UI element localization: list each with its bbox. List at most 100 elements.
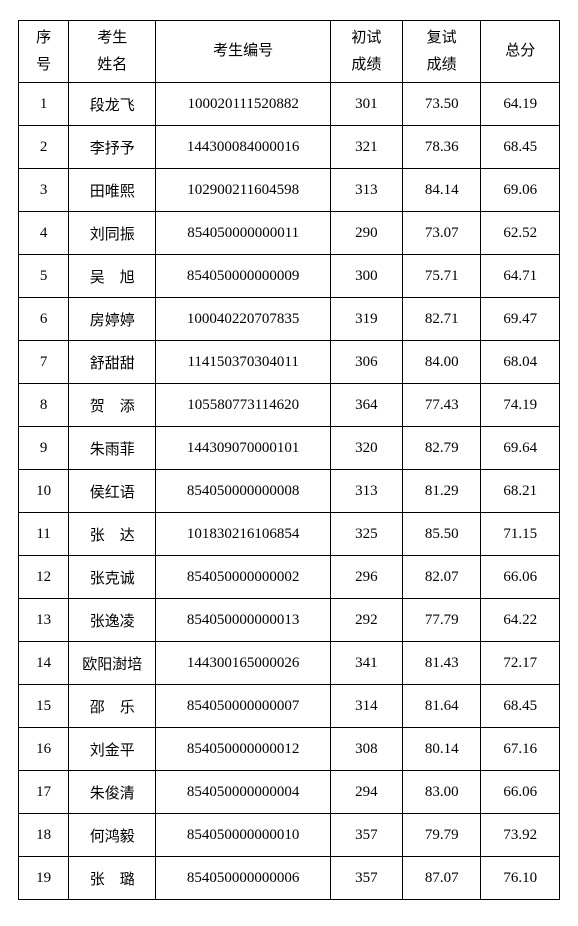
cell-name: 吴 旭 xyxy=(69,255,156,298)
cell-name: 何鸿毅 xyxy=(69,814,156,857)
cell-prelim: 308 xyxy=(330,728,402,771)
cell-id: 854050000000012 xyxy=(156,728,331,771)
cell-retest: 82.79 xyxy=(402,427,481,470)
cell-id: 114150370304011 xyxy=(156,341,331,384)
cell-id: 144300165000026 xyxy=(156,642,331,685)
cell-name: 张 达 xyxy=(69,513,156,556)
col-header-prelim-l1: 初试 xyxy=(351,30,381,46)
table-row: 10侯红语85405000000000831381.2968.21 xyxy=(19,470,560,513)
cell-retest: 81.43 xyxy=(402,642,481,685)
cell-total: 66.06 xyxy=(481,771,560,814)
cell-total: 64.19 xyxy=(481,83,560,126)
cell-retest: 73.07 xyxy=(402,212,481,255)
cell-name: 李抒予 xyxy=(69,126,156,169)
cell-retest: 84.00 xyxy=(402,341,481,384)
cell-total: 74.19 xyxy=(481,384,560,427)
candidates-table: 序号 考生姓名 考生编号 初试成绩 复试成绩 总分 1段龙飞1000201115… xyxy=(18,20,560,900)
col-header-total: 总分 xyxy=(481,21,560,83)
cell-prelim: 321 xyxy=(330,126,402,169)
cell-id: 100020111520882 xyxy=(156,83,331,126)
col-header-seq-l1: 序 xyxy=(36,30,51,46)
cell-name: 田唯熙 xyxy=(69,169,156,212)
cell-retest: 75.71 xyxy=(402,255,481,298)
cell-seq: 11 xyxy=(19,513,69,556)
table-head: 序号 考生姓名 考生编号 初试成绩 复试成绩 总分 xyxy=(19,21,560,83)
cell-seq: 9 xyxy=(19,427,69,470)
cell-retest: 77.79 xyxy=(402,599,481,642)
cell-seq: 18 xyxy=(19,814,69,857)
table-row: 17朱俊清85405000000000429483.0066.06 xyxy=(19,771,560,814)
table-row: 5吴 旭85405000000000930075.7164.71 xyxy=(19,255,560,298)
cell-prelim: 313 xyxy=(330,169,402,212)
cell-name: 侯红语 xyxy=(69,470,156,513)
cell-retest: 80.14 xyxy=(402,728,481,771)
cell-seq: 7 xyxy=(19,341,69,384)
cell-name: 张 璐 xyxy=(69,857,156,900)
cell-total: 62.52 xyxy=(481,212,560,255)
cell-total: 68.45 xyxy=(481,126,560,169)
table-row: 11张 达10183021610685432585.5071.15 xyxy=(19,513,560,556)
col-header-id: 考生编号 xyxy=(156,21,331,83)
table-row: 9朱雨菲14430907000010132082.7969.64 xyxy=(19,427,560,470)
cell-name: 段龙飞 xyxy=(69,83,156,126)
table-row: 8贺 添10558077311462036477.4374.19 xyxy=(19,384,560,427)
cell-seq: 1 xyxy=(19,83,69,126)
cell-retest: 81.64 xyxy=(402,685,481,728)
cell-id: 854050000000004 xyxy=(156,771,331,814)
cell-prelim: 314 xyxy=(330,685,402,728)
cell-total: 67.16 xyxy=(481,728,560,771)
cell-retest: 78.36 xyxy=(402,126,481,169)
cell-id: 854050000000002 xyxy=(156,556,331,599)
col-header-name: 考生姓名 xyxy=(69,21,156,83)
cell-prelim: 320 xyxy=(330,427,402,470)
table-row: 15邵 乐85405000000000731481.6468.45 xyxy=(19,685,560,728)
cell-seq: 14 xyxy=(19,642,69,685)
cell-name: 刘同振 xyxy=(69,212,156,255)
cell-prelim: 290 xyxy=(330,212,402,255)
cell-id: 854050000000008 xyxy=(156,470,331,513)
cell-prelim: 319 xyxy=(330,298,402,341)
table-header-row: 序号 考生姓名 考生编号 初试成绩 复试成绩 总分 xyxy=(19,21,560,83)
table-row: 18何鸿毅85405000000001035779.7973.92 xyxy=(19,814,560,857)
col-header-retest-l2: 成绩 xyxy=(427,57,457,73)
cell-prelim: 341 xyxy=(330,642,402,685)
cell-prelim: 294 xyxy=(330,771,402,814)
table-row: 4刘同振85405000000001129073.0762.52 xyxy=(19,212,560,255)
col-header-prelim-l2: 成绩 xyxy=(351,57,381,73)
cell-prelim: 301 xyxy=(330,83,402,126)
table-row: 13张逸凌85405000000001329277.7964.22 xyxy=(19,599,560,642)
cell-prelim: 292 xyxy=(330,599,402,642)
cell-prelim: 306 xyxy=(330,341,402,384)
cell-prelim: 296 xyxy=(330,556,402,599)
cell-name: 张逸凌 xyxy=(69,599,156,642)
table-row: 12张克诚85405000000000229682.0766.06 xyxy=(19,556,560,599)
cell-id: 105580773114620 xyxy=(156,384,331,427)
cell-prelim: 313 xyxy=(330,470,402,513)
cell-total: 69.64 xyxy=(481,427,560,470)
cell-name: 欧阳澍培 xyxy=(69,642,156,685)
cell-id: 102900211604598 xyxy=(156,169,331,212)
col-header-retest-l1: 复试 xyxy=(427,30,457,46)
cell-prelim: 357 xyxy=(330,814,402,857)
col-header-name-l1: 考生 xyxy=(97,30,127,46)
cell-retest: 87.07 xyxy=(402,857,481,900)
cell-total: 68.04 xyxy=(481,341,560,384)
cell-id: 101830216106854 xyxy=(156,513,331,556)
cell-id: 854050000000009 xyxy=(156,255,331,298)
cell-id: 854050000000011 xyxy=(156,212,331,255)
col-header-seq-l2: 号 xyxy=(36,57,51,73)
cell-id: 854050000000006 xyxy=(156,857,331,900)
cell-name: 朱雨菲 xyxy=(69,427,156,470)
cell-name: 刘金平 xyxy=(69,728,156,771)
cell-retest: 83.00 xyxy=(402,771,481,814)
cell-id: 144309070000101 xyxy=(156,427,331,470)
col-header-retest: 复试成绩 xyxy=(402,21,481,83)
cell-retest: 77.43 xyxy=(402,384,481,427)
cell-name: 朱俊清 xyxy=(69,771,156,814)
table-row: 19张 璐85405000000000635787.0776.10 xyxy=(19,857,560,900)
cell-name: 贺 添 xyxy=(69,384,156,427)
cell-seq: 13 xyxy=(19,599,69,642)
cell-retest: 82.07 xyxy=(402,556,481,599)
cell-retest: 82.71 xyxy=(402,298,481,341)
cell-seq: 2 xyxy=(19,126,69,169)
